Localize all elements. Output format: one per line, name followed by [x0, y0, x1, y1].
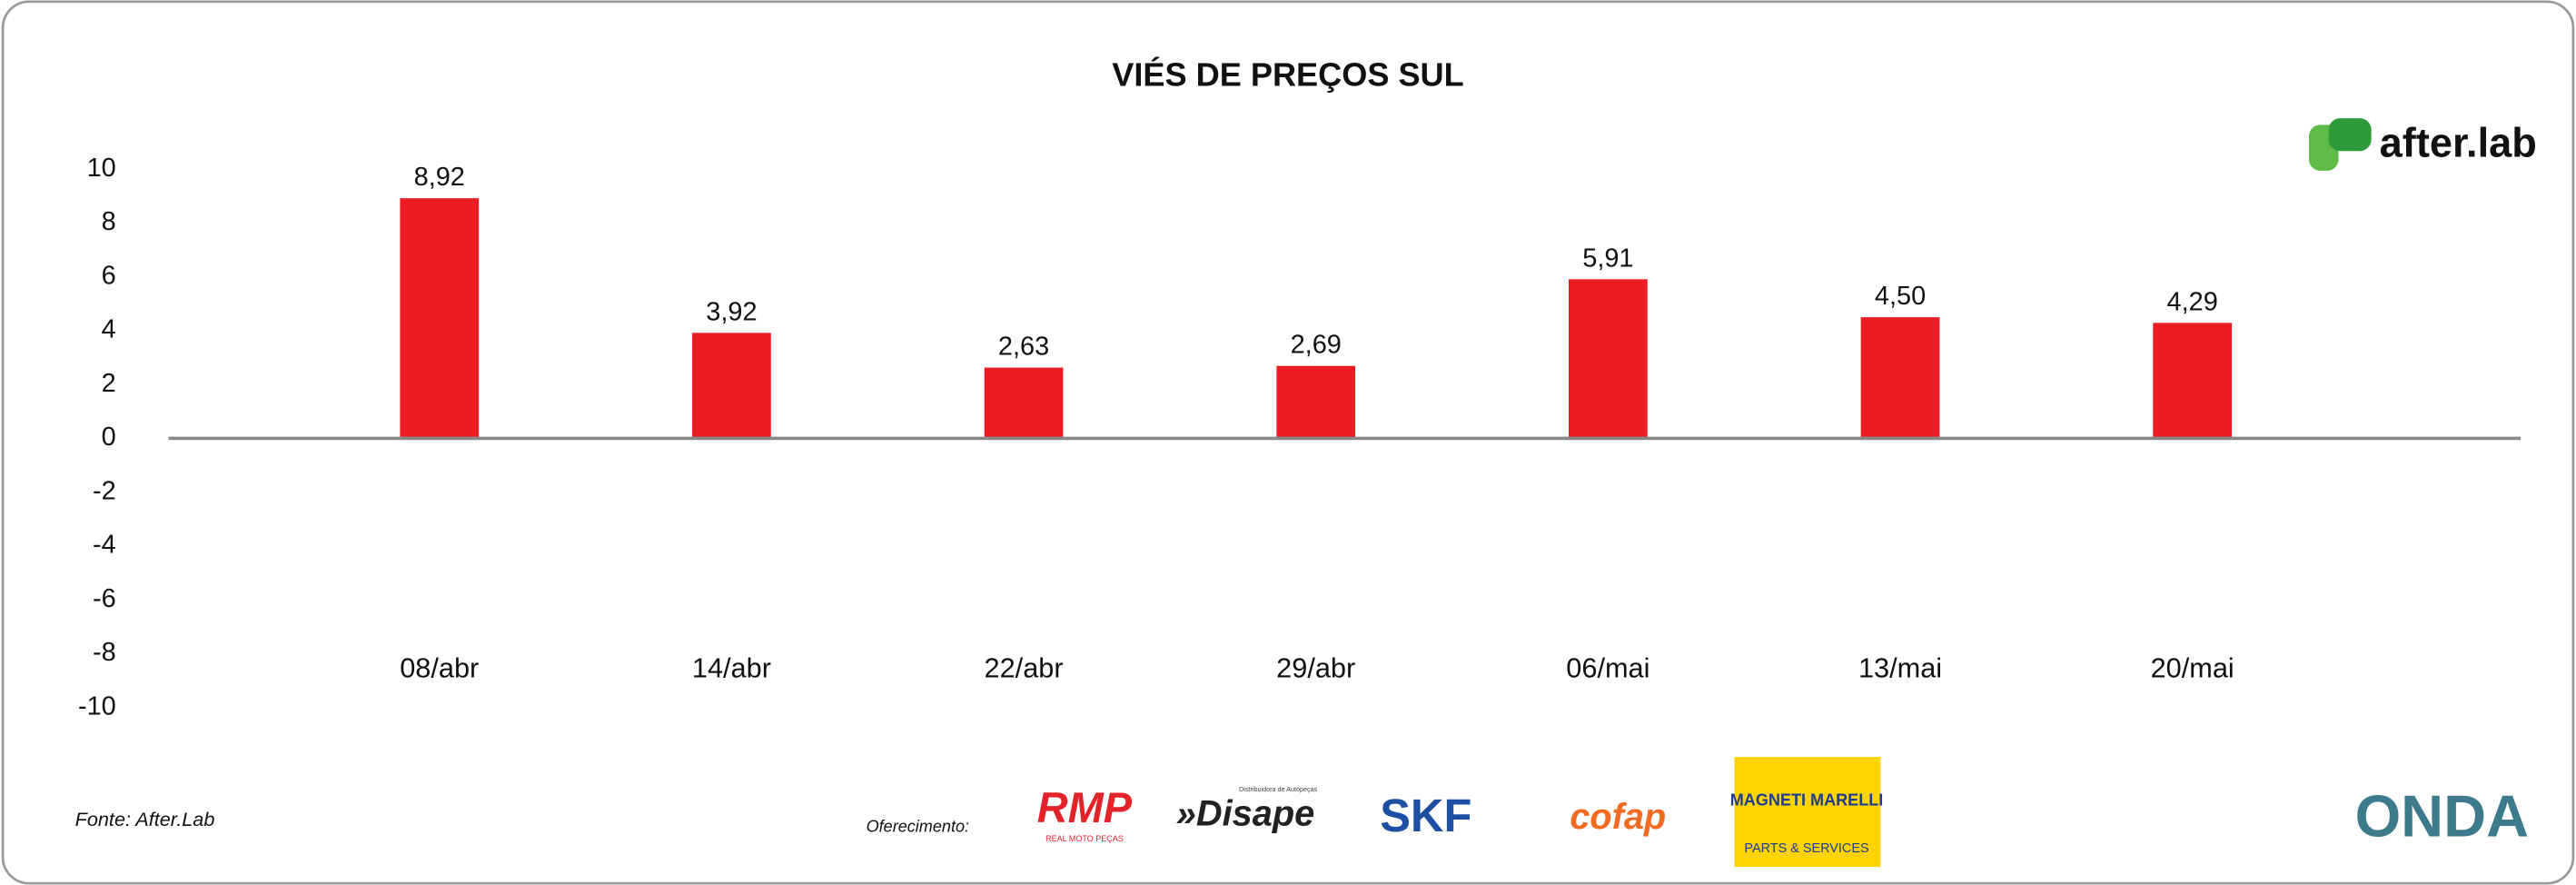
bar: [1860, 317, 1940, 439]
sponsor-logo: »Disape: [1176, 794, 1314, 834]
y-tick-label: 10: [87, 154, 116, 183]
bar: [984, 367, 1064, 439]
y-tick-label: 0: [102, 423, 116, 452]
sponsor-logo-sub: Distribuidora de Autopeças: [1239, 785, 1318, 793]
x-tick-label: 20/mai: [2151, 651, 2234, 683]
bar: [400, 198, 480, 439]
sponsor-box: [1734, 757, 1881, 868]
y-tick-label: -8: [93, 638, 116, 667]
bar: [1276, 365, 1356, 439]
x-tick-label: 06/mai: [1566, 651, 1650, 683]
x-tick-label: 13/mai: [1858, 651, 1942, 683]
y-tick-label: -6: [93, 584, 116, 613]
sponsor-logo: RMP: [1037, 783, 1133, 831]
sponsor-logo: MAGNETI MARELLI: [1730, 791, 1884, 810]
sponsor-logo: cofap: [1570, 797, 1666, 837]
sponsor-logo-sub: PARTS & SERVICES: [1744, 841, 1868, 856]
data-label: 5,91: [1582, 244, 1633, 273]
sponsor-logo-sub: REAL MOTO PEÇAS: [1045, 834, 1124, 843]
x-tick-label: 14/abr: [692, 651, 771, 683]
data-label: 2,69: [1291, 331, 1342, 360]
x-tick-label: 22/abr: [985, 651, 1064, 683]
bar: [1569, 279, 1648, 439]
x-tick-label: 08/abr: [400, 651, 479, 683]
data-label: 8,92: [414, 163, 465, 192]
data-label: 4,50: [1875, 282, 1926, 311]
y-tick-label: 8: [102, 207, 116, 236]
x-tick-label: 29/abr: [1276, 651, 1355, 683]
brand-logo: after.lab: [2308, 118, 2537, 171]
data-label: 2,63: [998, 332, 1049, 361]
sponsor-logo: ONDA: [2355, 783, 2530, 850]
bar: [692, 333, 771, 439]
y-tick-label: 2: [102, 369, 116, 398]
sponsor-label: Oferecimento:: [867, 818, 969, 836]
y-tick-label: -10: [78, 691, 116, 721]
data-label: 4,29: [2167, 287, 2218, 316]
y-tick-label: -4: [93, 531, 116, 560]
bar: [2153, 323, 2233, 439]
y-tick-label: 6: [102, 261, 116, 290]
chart-title: VIÉS DE PREÇOS SUL: [1112, 55, 1463, 93]
brand-icon: [2328, 118, 2372, 152]
source: Fonte: After.Lab: [75, 808, 215, 830]
y-tick-label: -2: [93, 476, 116, 505]
y-tick-label: 4: [102, 315, 116, 344]
data-label: 3,92: [706, 297, 757, 326]
sponsor-logo: SKF: [1380, 790, 1471, 841]
brand-name: after.lab: [2380, 120, 2537, 166]
